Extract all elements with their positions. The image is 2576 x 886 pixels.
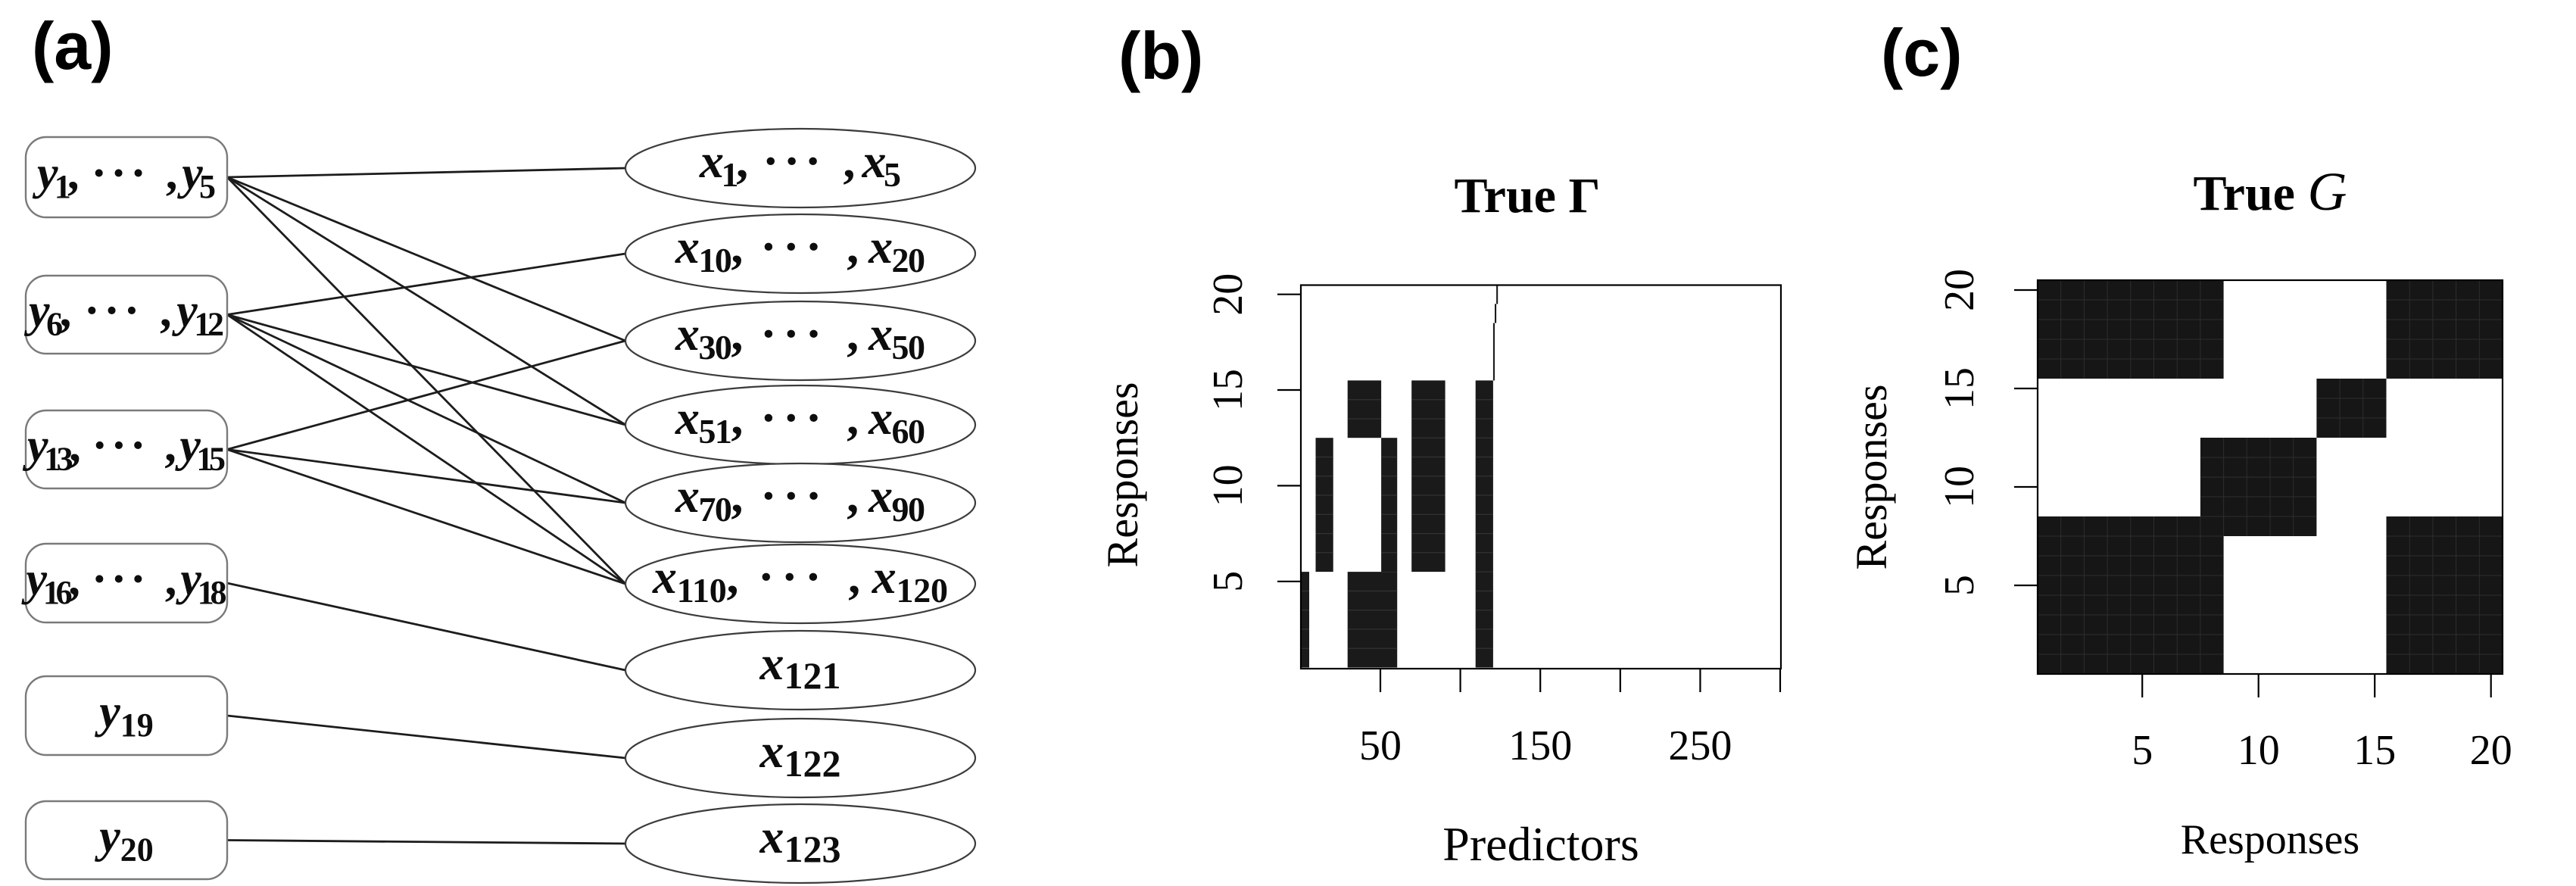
svg-text:x70, ··· , x90: x70, ··· , x90: [675, 469, 925, 529]
svg-text:15: 15: [2353, 727, 2396, 774]
svg-text:(c): (c): [1881, 15, 1963, 90]
svg-text:Responses: Responses: [2181, 816, 2359, 863]
svg-text:x110, ··· , x120: x110, ··· , x120: [652, 550, 948, 610]
svg-text:10: 10: [1936, 466, 1983, 508]
svg-text:5: 5: [1205, 571, 1252, 592]
svg-text:x121: x121: [759, 636, 841, 697]
svg-text:y1, ··· , y5: y1, ··· , y5: [32, 148, 216, 205]
svg-text:x10, ··· , x20: x10, ··· , x20: [675, 220, 925, 279]
svg-text:150: 150: [1508, 722, 1572, 769]
svg-text:Responses: Responses: [1847, 385, 1896, 570]
svg-text:True G: True G: [2194, 161, 2347, 222]
svg-text:x30, ··· , x50: x30, ··· , x50: [675, 307, 925, 367]
svg-text:x51, ··· , x60: x51, ··· , x60: [675, 391, 925, 451]
svg-text:5: 5: [1936, 575, 1983, 596]
svg-text:5: 5: [2132, 727, 2153, 774]
svg-text:y16, ··· , y18: y16, ··· , y18: [21, 554, 227, 611]
svg-text:250: 250: [1668, 722, 1732, 769]
svg-text:20: 20: [1205, 273, 1252, 316]
svg-text:True Γ: True Γ: [1455, 168, 1601, 223]
svg-text:Responses: Responses: [1098, 382, 1147, 568]
svg-text:(b): (b): [1118, 18, 1203, 93]
svg-text:15: 15: [1936, 367, 1983, 410]
svg-text:10: 10: [1205, 464, 1252, 507]
svg-text:x1, ··· , x5: x1, ··· , x5: [699, 134, 901, 194]
svg-text:(a): (a): [32, 8, 114, 83]
svg-text:20: 20: [1936, 269, 1983, 311]
svg-text:x123: x123: [759, 810, 841, 870]
svg-text:x122: x122: [759, 724, 841, 785]
svg-text:10: 10: [2238, 727, 2280, 774]
svg-text:15: 15: [1205, 369, 1252, 411]
svg-text:50: 50: [1359, 722, 1402, 769]
svg-text:20: 20: [2470, 727, 2512, 774]
svg-text:Predictors: Predictors: [1442, 817, 1639, 871]
